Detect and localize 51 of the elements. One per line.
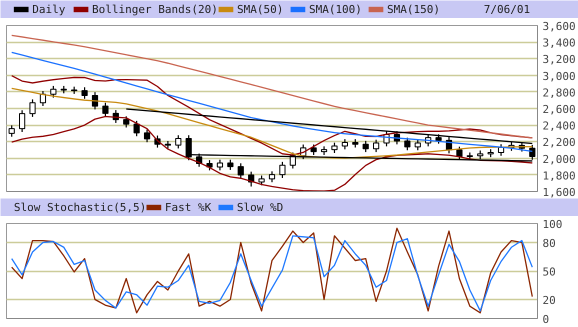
line-series — [11, 34, 533, 139]
y-tick-label: 3,000 — [542, 70, 576, 83]
candlestick — [268, 170, 276, 183]
text: 7/06/01 — [484, 3, 530, 16]
y-tick-label: 1,600 — [542, 186, 576, 199]
y-tick-label: 1,800 — [542, 169, 576, 182]
candlestick — [279, 161, 286, 179]
legend-label: SMA(150) — [387, 3, 440, 16]
candlestick — [81, 86, 88, 100]
legend-label: Daily — [32, 3, 66, 16]
candlestick — [342, 138, 348, 150]
candlestick — [60, 85, 67, 94]
legend-label: Fast %K — [164, 201, 212, 214]
candlestick — [175, 134, 182, 150]
candlestick — [71, 86, 78, 94]
y-tick-label: 2,400 — [542, 120, 576, 133]
candlestick — [134, 120, 140, 137]
candlestick — [216, 159, 224, 171]
legend-label: Slow %D — [236, 201, 284, 214]
candlestick — [144, 128, 150, 143]
legend-label: Bollinger Bands(20) — [92, 3, 218, 16]
y-tick-label: 80 — [542, 237, 556, 250]
y-tick-label: 50 — [542, 266, 556, 278]
chart-title: Slow Stochastic(5,5) — [14, 201, 146, 214]
candlestick — [102, 102, 109, 118]
y-tick-label: 2,200 — [542, 136, 576, 150]
candlestick — [331, 142, 338, 154]
y-tick-label: 2,000 — [542, 152, 576, 166]
y-tick-label: 100 — [542, 218, 562, 231]
candlestick — [362, 140, 369, 153]
legend-label: SMA(50) — [236, 3, 284, 16]
candlestick — [238, 162, 244, 179]
y-tick-label: 3,400 — [542, 36, 576, 50]
candlestick — [258, 174, 265, 186]
y-tick-label: 3,600 — [542, 20, 576, 33]
candlestick — [373, 139, 380, 153]
candlestick — [19, 110, 26, 133]
candlestick — [50, 85, 56, 98]
y-tick-label: 20 — [542, 294, 556, 307]
candlestick — [414, 139, 421, 151]
y-tick-label: 2,600 — [542, 103, 576, 116]
y-tick-label: 3,200 — [542, 53, 576, 66]
candlestick — [29, 98, 36, 118]
y-tick-label: 2,800 — [542, 86, 576, 100]
candlestick — [404, 137, 410, 151]
y-tick-label: 0 — [542, 313, 550, 326]
candlestick — [227, 159, 234, 171]
legend-label: SMA(100) — [308, 3, 362, 16]
candlestick — [123, 116, 130, 128]
candlestick — [8, 124, 15, 138]
candlestick — [352, 138, 358, 148]
